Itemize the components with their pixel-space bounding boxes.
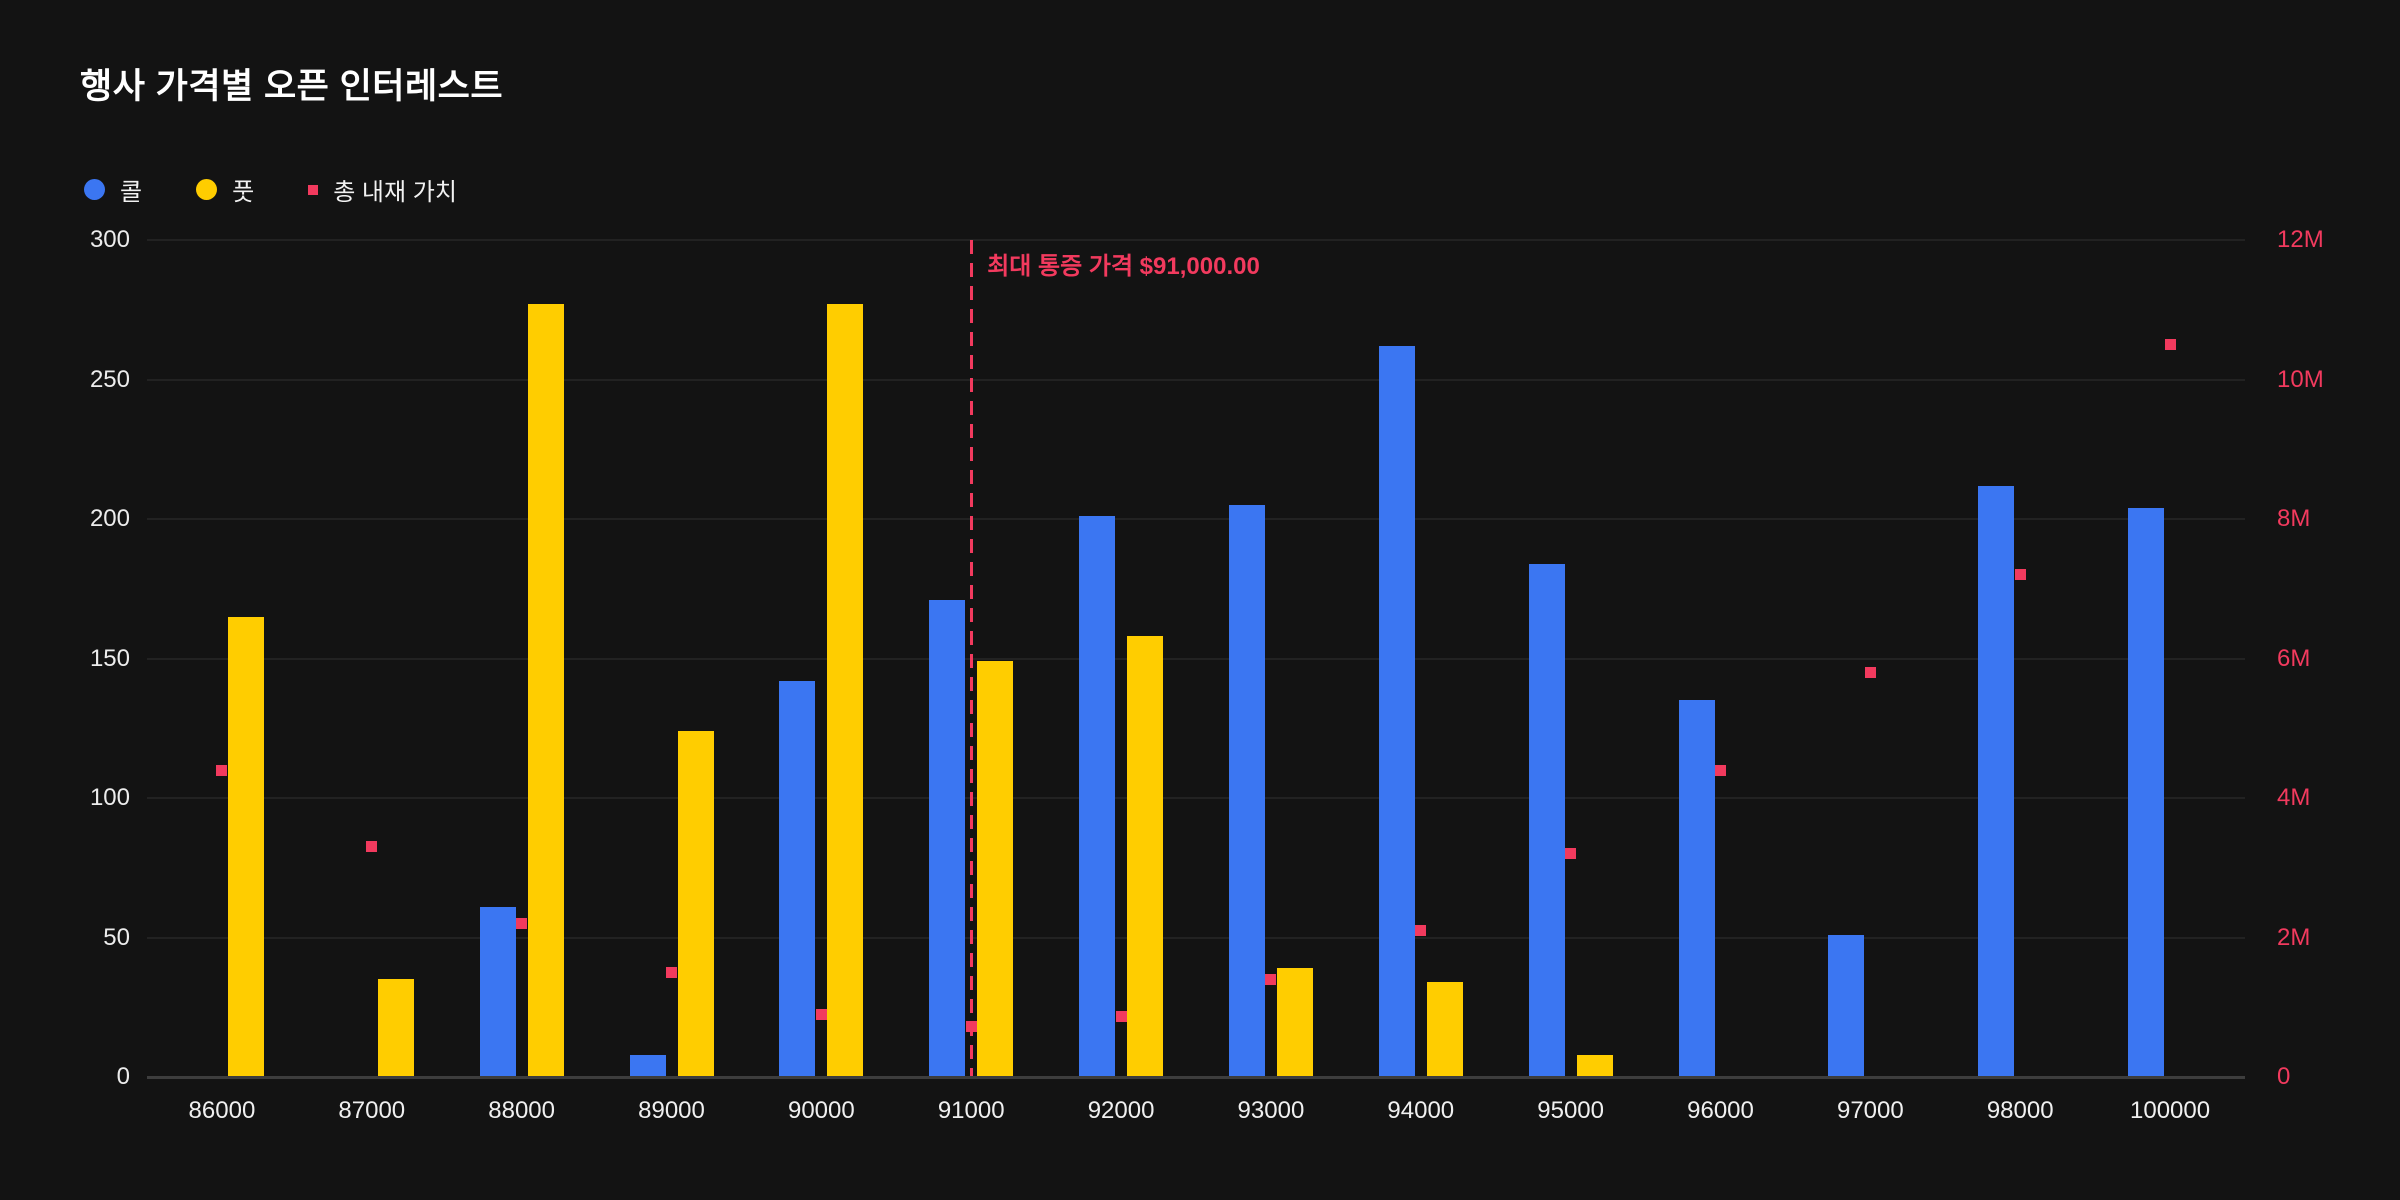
intrinsic-value-dot-90000[interactable] — [815, 1008, 827, 1020]
call-bar-90000[interactable] — [779, 680, 816, 1077]
x-axis-tick-label: 97000 — [1836, 1097, 1904, 1124]
call-bar-100000[interactable] — [2128, 507, 2165, 1077]
y-axis-tick-label: 100 — [89, 784, 130, 811]
intrinsic-value-dot-97000[interactable] — [1864, 666, 1876, 678]
grid-line — [147, 378, 2245, 381]
legend-label-calls: 콜 — [120, 179, 143, 206]
put-bar-95000[interactable] — [1576, 1054, 1613, 1077]
put-bar-93000[interactable] — [1276, 968, 1313, 1077]
call-bar-94000[interactable] — [1378, 346, 1415, 1077]
intrinsic-value-dot-91000[interactable] — [965, 1020, 977, 1032]
y2-axis-tick-label: 10M — [2277, 365, 2324, 393]
x-axis-tick-label: 86000 — [188, 1097, 256, 1124]
intrinsic-value-dot-100000[interactable] — [2164, 339, 2176, 351]
y-axis-tick-label: 0 — [116, 1063, 130, 1090]
x-axis-tick-label: 100000 — [2130, 1097, 2211, 1124]
legend-label-intrinsic-value: 총 내재 가치 — [333, 179, 457, 206]
grid-line — [147, 657, 2245, 660]
put-bar-88000[interactable] — [527, 304, 564, 1077]
legend-item-calls[interactable]: 콜 — [84, 172, 142, 207]
call-bar-97000[interactable] — [1828, 934, 1865, 1077]
intrinsic-value-dot-94000[interactable] — [1415, 925, 1427, 937]
grid-line — [147, 239, 2245, 241]
call-bar-96000[interactable] — [1678, 700, 1715, 1077]
put-bar-87000[interactable] — [377, 979, 414, 1077]
y2-axis-tick-label: 0 — [2277, 1063, 2291, 1090]
intrinsic-value-dot-98000[interactable] — [2014, 569, 2026, 581]
grid-line — [147, 936, 2245, 939]
intrinsic-value-dot-92000[interactable] — [1115, 1010, 1127, 1022]
legend-label-puts: 풋 — [232, 179, 255, 206]
put-bar-94000[interactable] — [1426, 982, 1463, 1077]
y-axis-tick-label: 200 — [89, 505, 130, 532]
call-bar-92000[interactable] — [1079, 516, 1116, 1077]
y-axis-tick-label: 150 — [89, 644, 130, 672]
y2-axis-tick-label: 2M — [2277, 923, 2311, 951]
put-bar-90000[interactable] — [827, 304, 864, 1077]
legend-item-intrinsic-value[interactable]: 총 내재 가치 — [308, 172, 457, 207]
x-axis-line — [147, 1076, 2245, 1079]
x-axis-tick-label: 94000 — [1387, 1097, 1455, 1124]
y2-axis-tick-label: 8M — [2277, 505, 2311, 532]
max-pain-line — [969, 240, 973, 1077]
put-bar-89000[interactable] — [677, 731, 714, 1077]
intrinsic-value-dot-95000[interactable] — [1565, 848, 1577, 860]
call-bar-95000[interactable] — [1528, 563, 1565, 1077]
x-axis-tick-label: 88000 — [488, 1097, 556, 1124]
put-bar-91000[interactable] — [977, 661, 1014, 1077]
chart-title: 행사 가격별 오픈 인터레스트 — [80, 67, 504, 106]
y2-axis-tick-label: 12M — [2277, 226, 2324, 253]
x-axis-tick-label: 95000 — [1537, 1097, 1605, 1124]
x-axis-tick-label: 89000 — [638, 1097, 705, 1124]
x-axis-tick-label: 90000 — [787, 1097, 855, 1124]
x-axis-tick-label: 87000 — [338, 1097, 406, 1124]
call-bar-98000[interactable] — [1978, 485, 2015, 1077]
chart-plot-area: 0 0 50 2M 100 4M 150 6M 200 8M 250 10M 300 12M 86000 87… — [90, 226, 2324, 1124]
legend-item-puts[interactable]: 풋 — [196, 172, 254, 207]
intrinsic-value-dot-87000[interactable] — [366, 841, 378, 853]
call-bar-89000[interactable] — [629, 1054, 666, 1077]
max-pain-label: 최대 통증 가격 $91,000.00 — [987, 253, 1260, 280]
intrinsic-value-legend-marker — [308, 184, 319, 195]
call-bar-88000[interactable] — [479, 906, 516, 1077]
y2-axis-tick-label: 6M — [2277, 644, 2311, 672]
intrinsic-value-dot-96000[interactable] — [1715, 764, 1726, 776]
x-axis-tick-label: 92000 — [1087, 1097, 1155, 1124]
put-legend-marker — [196, 179, 218, 200]
call-legend-marker — [84, 179, 105, 200]
x-axis-tick-label: 93000 — [1237, 1097, 1305, 1124]
put-bar-86000[interactable] — [227, 616, 264, 1077]
call-bar-93000[interactable] — [1228, 505, 1265, 1077]
put-bar-92000[interactable] — [1127, 636, 1164, 1077]
y-axis-tick-label: 250 — [89, 365, 130, 393]
grid-line — [147, 797, 2245, 799]
y-axis-tick-label: 50 — [103, 923, 130, 951]
y-axis-tick-label: 300 — [89, 226, 130, 253]
grid-line — [147, 518, 2245, 520]
intrinsic-value-dot-86000[interactable] — [216, 764, 228, 776]
x-axis-tick-label: 98000 — [1986, 1097, 2054, 1124]
x-axis-tick-label: 91000 — [937, 1097, 1005, 1124]
intrinsic-value-dot-93000[interactable] — [1265, 973, 1277, 985]
legend: 콜 풋 총 내재 가치 — [84, 172, 457, 207]
call-bar-91000[interactable] — [929, 599, 966, 1077]
intrinsic-value-dot-88000[interactable] — [516, 918, 528, 930]
x-axis-tick-label: 96000 — [1687, 1097, 1754, 1124]
y2-axis-tick-label: 4M — [2277, 784, 2311, 811]
intrinsic-value-dot-89000[interactable] — [666, 966, 677, 978]
